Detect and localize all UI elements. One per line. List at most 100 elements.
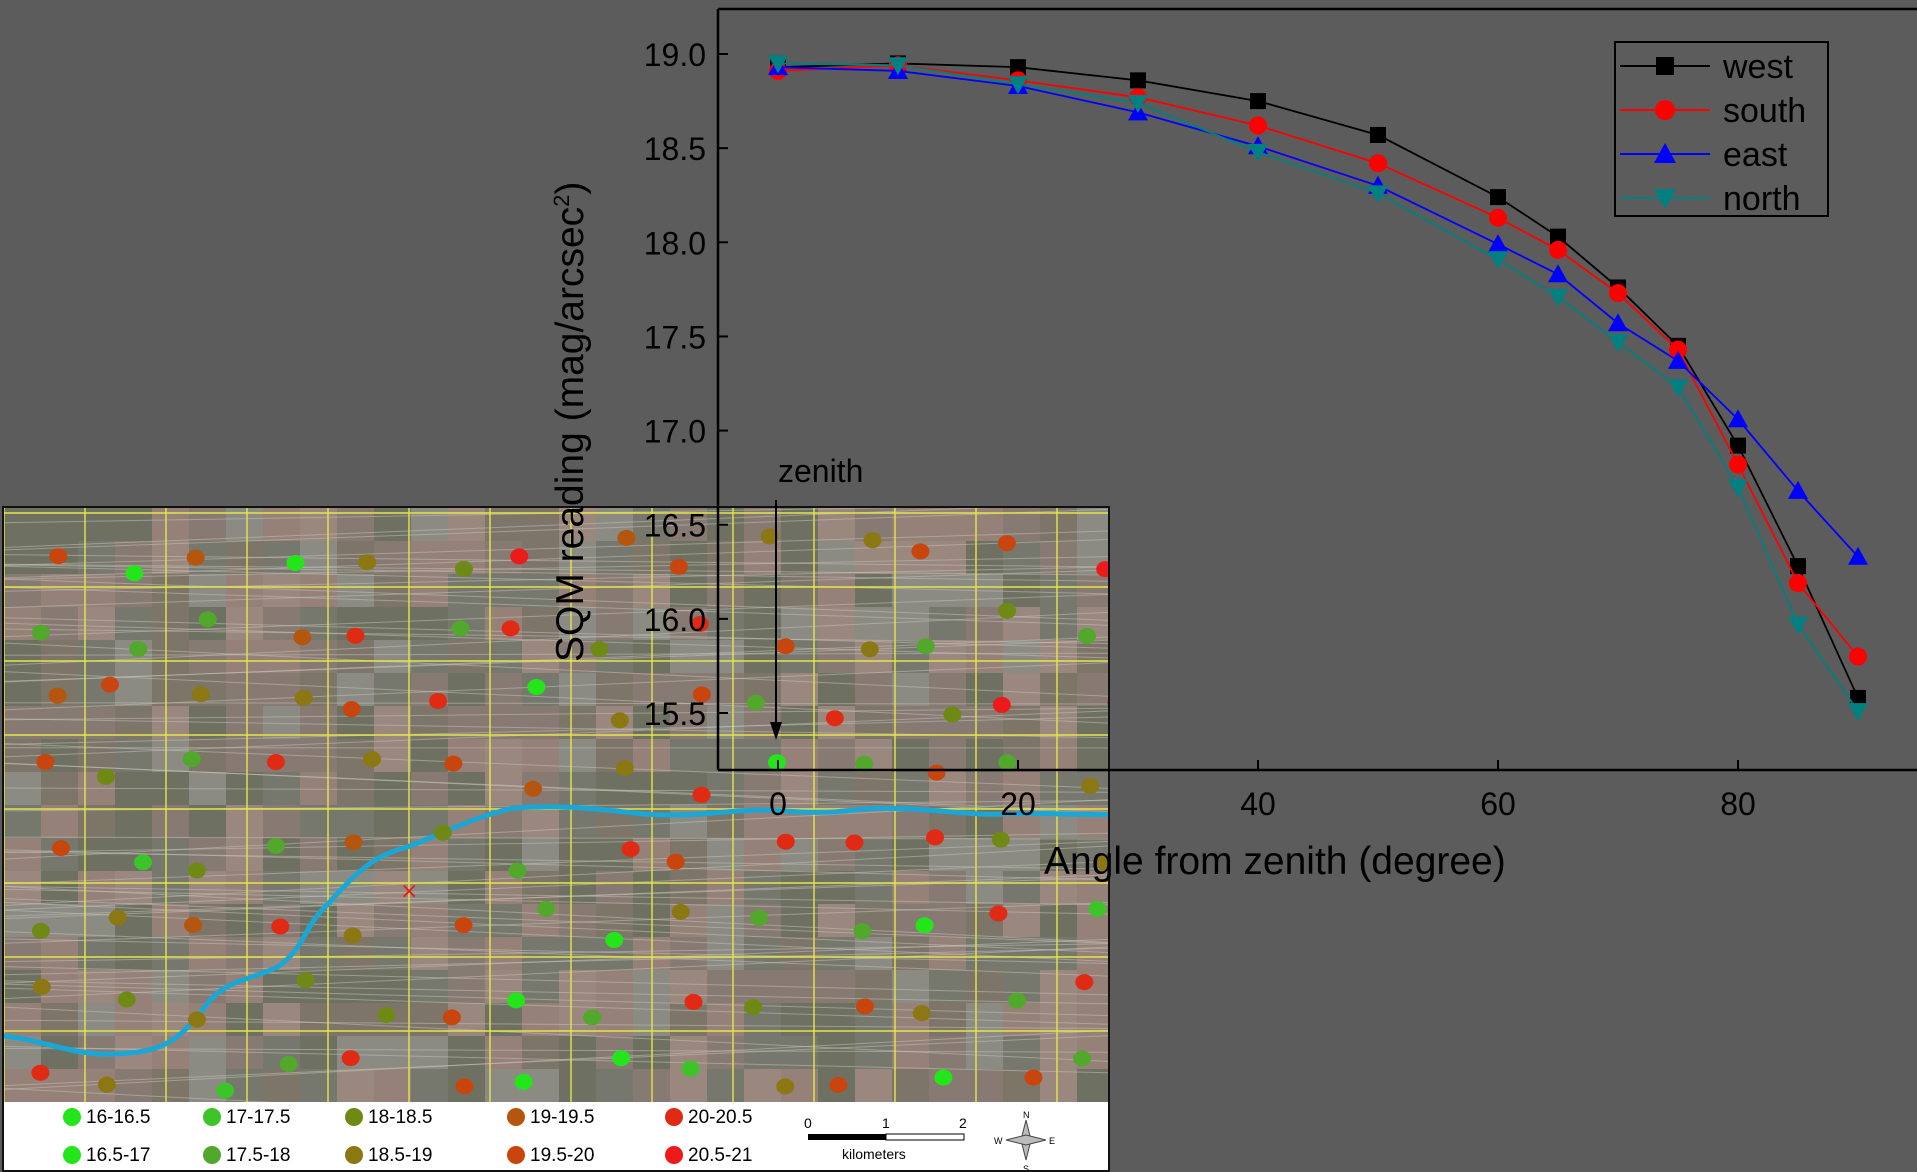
map-sample-dot xyxy=(342,701,361,718)
map-sample-dot xyxy=(508,862,527,879)
map-sample-dot xyxy=(182,751,201,768)
data-point xyxy=(1790,558,1806,575)
map-sample-dot xyxy=(615,760,634,777)
map-sample-dot xyxy=(610,712,629,729)
map-sample-dot xyxy=(746,694,765,711)
scale-tick-2: 2 xyxy=(959,1115,967,1131)
x-tick-label: 0 xyxy=(769,786,787,822)
map-sample-dot xyxy=(991,831,1010,848)
map-sample-dot xyxy=(690,616,709,633)
data-point xyxy=(1669,340,1687,359)
map-sample-dot xyxy=(358,554,377,571)
map-legend-item: 17.5-18 xyxy=(203,1145,290,1166)
map-sample-dot xyxy=(1088,901,1107,918)
site-marker: × xyxy=(400,879,418,904)
data-point xyxy=(1128,94,1148,113)
plot-frame xyxy=(716,7,1917,772)
map-sample-dot xyxy=(271,918,290,935)
legend-item-east: east xyxy=(1620,136,1788,174)
map-sample-dot xyxy=(341,1050,360,1067)
map-legend-item: 19.5-20 xyxy=(507,1145,594,1166)
map-sample-dot xyxy=(216,1082,235,1099)
map-sample-dot xyxy=(669,558,688,575)
map-sample-dot xyxy=(266,754,285,771)
data-point xyxy=(1848,546,1868,565)
map-sample-dot xyxy=(198,611,217,628)
map-sample-dot xyxy=(108,909,127,926)
map-sample-dot xyxy=(514,1073,533,1090)
data-point xyxy=(1249,116,1267,135)
map-sample-dot xyxy=(363,751,382,768)
data-point xyxy=(1548,288,1568,307)
map-legend-item: 16-16.5 xyxy=(63,1107,150,1128)
map-sample-dot xyxy=(343,927,362,944)
data-point xyxy=(1654,189,1676,209)
map-sample-dot xyxy=(666,853,685,870)
map-sample-dot xyxy=(524,780,543,797)
y-axis-label: SQM reading (mag/arcsec2) xyxy=(549,182,592,662)
y-tick-label: 16.0 xyxy=(644,602,706,638)
map-texture xyxy=(4,508,1108,1147)
data-point xyxy=(1010,59,1026,76)
map-sample-dot xyxy=(829,1076,848,1093)
data-point xyxy=(1369,154,1387,173)
series-layer xyxy=(768,55,1868,722)
map-sample-dot xyxy=(527,678,546,695)
map-sample-dot xyxy=(296,972,315,989)
svg-text:N: N xyxy=(1023,1110,1030,1120)
map-sample-dot xyxy=(776,833,795,850)
data-point xyxy=(1788,616,1808,635)
scale-tick-0: 0 xyxy=(804,1115,812,1131)
x-axis-label: Angle from zenith (degree) xyxy=(1044,840,1506,883)
map-sample-dot xyxy=(1095,854,1108,871)
map-sample-dot xyxy=(96,768,115,785)
map-legend-label: 17-17.5 xyxy=(226,1107,290,1128)
map-sample-dot xyxy=(442,1009,461,1026)
data-point xyxy=(1368,185,1388,204)
map-sample-dot xyxy=(684,993,703,1010)
map-sample-dot xyxy=(501,620,520,637)
map-sample-dot xyxy=(998,602,1017,619)
map-sample-dot xyxy=(537,900,556,917)
y-tick-label: 18.0 xyxy=(644,225,706,261)
map-sample-points xyxy=(31,528,1108,1099)
map-sample-dot xyxy=(997,535,1016,552)
map-sample-dot xyxy=(455,1078,474,1095)
map-legend-item: 19-19.5 xyxy=(507,1107,594,1128)
data-point xyxy=(1548,264,1568,283)
map-legend-item: 20-20.5 xyxy=(665,1107,752,1128)
data-point xyxy=(1849,647,1867,666)
data-point xyxy=(1729,455,1747,474)
x-tick-label: 20 xyxy=(1000,786,1036,822)
data-point xyxy=(1608,334,1628,353)
y-axis-ticks: 15.5 16.0 16.5 17.0 17.5 18.0 18.5 19.0 xyxy=(644,37,728,732)
data-point xyxy=(1668,350,1688,369)
map-sample-dot xyxy=(855,755,874,772)
map-sample-dot xyxy=(1075,974,1094,991)
map-sample-dot xyxy=(863,532,882,549)
y-tick-label: 17.0 xyxy=(644,414,706,450)
map-sample-dot xyxy=(692,686,711,703)
map-legend-item: 17-17.5 xyxy=(203,1107,290,1128)
x-tick-label: 80 xyxy=(1720,786,1756,822)
map-legend-item: 18.5-19 xyxy=(345,1145,432,1166)
x-tick-label: 40 xyxy=(1240,786,1276,822)
x-axis-ticks: 0 20 40 60 80 xyxy=(769,760,1756,822)
map-sample-dot xyxy=(187,1011,206,1028)
map-sample-dot xyxy=(767,754,786,771)
map-sample-dot xyxy=(617,529,636,546)
data-point xyxy=(768,55,788,74)
map-sample-dot xyxy=(187,862,206,879)
svg-text:S: S xyxy=(1023,1164,1029,1172)
data-point xyxy=(1248,143,1268,162)
data-point xyxy=(1655,100,1675,120)
map-sample-dot xyxy=(934,1069,953,1086)
legend-label: east xyxy=(1723,136,1788,174)
map-sample-dot xyxy=(927,764,946,781)
map-sample-dot xyxy=(32,978,51,995)
map-sample-dot xyxy=(117,991,136,1008)
map-legend-label: 18.5-19 xyxy=(368,1145,432,1166)
chart-legend: west south east north xyxy=(1614,41,1829,218)
map-legend-item: 16.5-17 xyxy=(63,1145,150,1166)
